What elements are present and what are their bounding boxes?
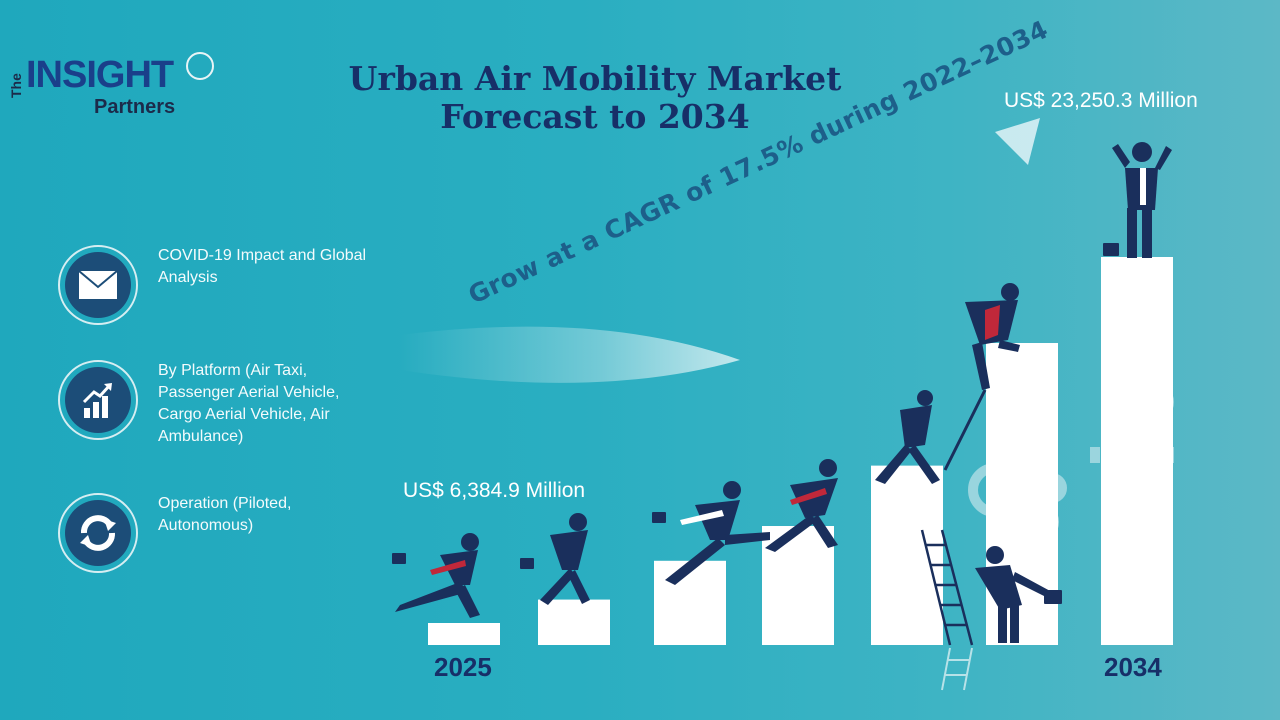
winner-figure [1103, 142, 1172, 258]
logo-ring-icon [186, 52, 214, 80]
logo-partners: Partners [94, 96, 176, 118]
start-year-label: 2025 [434, 652, 492, 682]
end-value-label: US$ 23,250.3 Million [1004, 89, 1198, 112]
ladder-icon [920, 529, 974, 646]
page-title: Urban Air Mobility Market Forecast to 20… [330, 60, 860, 136]
runner-figure-4 [765, 459, 838, 552]
arrow-head-icon [995, 118, 1040, 165]
company-logo: The INSIGHT Partners [6, 52, 221, 127]
end-year-label: 2034 [1104, 652, 1162, 682]
bar-start [428, 623, 500, 645]
bar-step [654, 560, 726, 645]
growth-chart-icon [65, 367, 131, 433]
side-icon-ring [58, 245, 138, 325]
side-icon-ring [58, 360, 138, 440]
runner-figure-2 [520, 513, 590, 605]
ladder-reflection-icon [941, 647, 973, 691]
start-value-label: US$ 6,384.9 Million [403, 479, 586, 502]
pulling-man-figure [943, 283, 1020, 471]
business-figures [392, 142, 1172, 643]
climbing-woman-figure [875, 390, 940, 484]
bar-step [871, 465, 943, 645]
standing-man-figure [975, 546, 1062, 643]
title-line-2: Forecast to 2034 [440, 97, 750, 136]
refresh-arrows-icon [65, 500, 131, 566]
side-item-text: COVID-19 Impact and Global Analysis [158, 247, 367, 286]
bar-group [428, 257, 1173, 645]
runner-figure-3 [652, 481, 770, 585]
bar-step [538, 599, 610, 645]
bar-end [1101, 257, 1173, 645]
side-item-text: By Platform (Air Taxi, Passenger Aerial … [158, 362, 340, 445]
title-line-1: Urban Air Mobility Market [348, 59, 842, 98]
envelope-icon [65, 252, 131, 318]
runner-figure-1 [392, 533, 480, 618]
logo-the: The [8, 73, 24, 98]
logo-insight: INSIGHT [26, 54, 174, 96]
side-icon-ring [58, 493, 138, 573]
side-item-text: Operation (Piloted, Autonomous) [158, 495, 292, 534]
arrow-streak [400, 326, 740, 383]
